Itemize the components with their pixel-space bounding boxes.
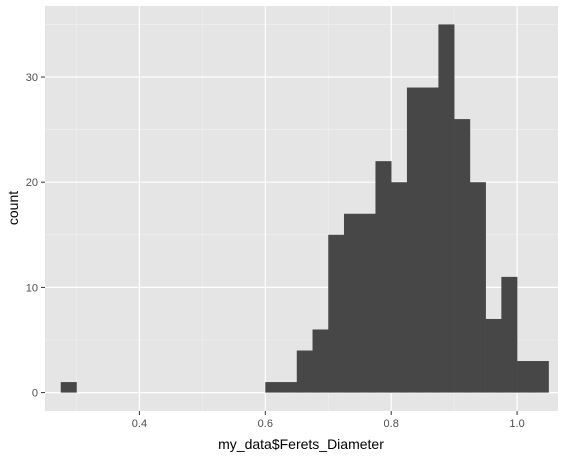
histogram-bar xyxy=(422,87,439,393)
y-axis-ticks: 0 10 20 30 xyxy=(26,72,45,400)
histogram-bar xyxy=(391,182,408,393)
histogram-bar xyxy=(328,234,345,393)
y-tick-label: 30 xyxy=(26,72,38,84)
histogram-bars xyxy=(60,24,549,393)
histogram-bar xyxy=(359,213,376,393)
histogram-bar xyxy=(375,161,392,393)
x-axis-ticks: 0.4 0.6 0.8 1.0 xyxy=(132,411,525,430)
x-tick-label: 0.4 xyxy=(132,418,147,430)
histogram-bar xyxy=(485,318,502,393)
histogram-bar xyxy=(296,350,313,393)
histogram-bar xyxy=(517,361,534,393)
y-axis-title: count xyxy=(5,191,21,225)
histogram-bar xyxy=(281,382,298,393)
histogram-bar xyxy=(343,213,361,393)
histogram-bar xyxy=(454,119,471,393)
x-tick-label: 1.0 xyxy=(509,418,524,430)
x-tick-label: 0.6 xyxy=(258,418,273,430)
histogram-bar xyxy=(60,382,77,393)
histogram-bar xyxy=(532,361,549,393)
histogram-bar xyxy=(265,382,282,393)
histogram-bar xyxy=(438,24,455,393)
y-tick-label: 20 xyxy=(26,177,38,189)
histogram-bar xyxy=(312,329,329,393)
x-axis-title: my_data$Ferets_Diameter xyxy=(218,436,384,452)
y-tick-label: 0 xyxy=(32,388,38,400)
y-tick-label: 10 xyxy=(26,282,38,294)
histogram-bar xyxy=(501,276,518,393)
histogram-bar xyxy=(469,182,486,393)
x-tick-label: 0.8 xyxy=(384,418,399,430)
histogram-bar xyxy=(406,87,423,393)
